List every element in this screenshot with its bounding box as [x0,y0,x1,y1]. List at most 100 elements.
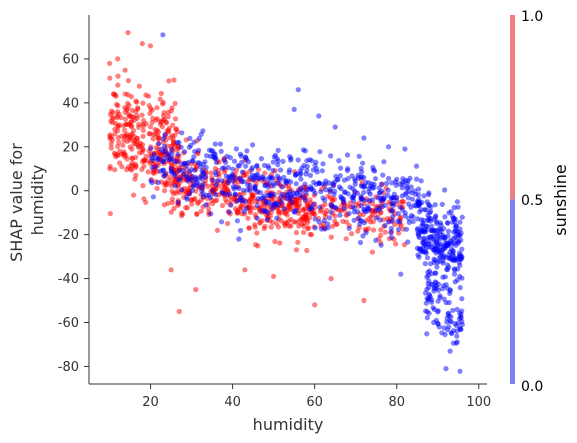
scatter-point [243,163,249,169]
scatter-point [350,186,356,192]
scatter-point [186,144,192,150]
scatter-point [310,211,316,217]
scatter-point [219,203,226,209]
scatter-point [254,163,260,169]
y-tick-label: -40 [58,272,79,287]
scatter-point [426,217,432,223]
scatter-point [368,183,374,190]
scatter-point [149,180,155,186]
scatter-point [162,132,168,138]
scatter-point [441,296,447,302]
scatter-point [143,199,149,205]
scatter-point [255,189,261,195]
scatter-point [453,323,460,329]
scatter-point [221,157,227,163]
scatter-point [186,191,193,197]
scatter-point [233,184,239,190]
scatter-point [180,167,186,173]
scatter-point [196,135,202,141]
scatter-point [338,186,344,192]
scatter-point [155,179,161,186]
scatter-point [121,149,127,155]
scatter-point [405,239,411,245]
x-ticks: 20 40 60 80 100 [142,384,491,410]
scatter-point [107,163,113,170]
scatter-point [213,192,219,198]
scatter-point [341,205,347,211]
scatter-point [425,269,431,275]
scatter-point [424,274,430,280]
scatter-point [328,153,334,159]
scatter-point [139,112,145,118]
scatter-point [271,154,277,160]
scatter-point [317,204,323,210]
scatter-point [370,227,377,233]
scatter-point [438,228,444,235]
scatter-point [191,139,197,145]
scatter-point [302,181,308,187]
scatter-point [291,106,297,112]
scatter-point [312,190,318,196]
scatter-point [415,192,422,198]
scatter-point [266,165,272,171]
scatter-point [327,189,333,195]
scatter-point [166,151,172,157]
scatter-point [447,348,453,354]
scatter-point [377,217,383,223]
scatter-point [250,142,256,148]
scatter-point [131,192,137,198]
scatter-point [290,190,296,196]
scatter-point [172,132,178,138]
scatter-point [448,314,454,320]
scatter-point [275,173,281,179]
scatter-point [370,201,376,207]
scatter-point [240,187,246,193]
scatter-point [443,366,449,372]
scatter-point [357,239,364,246]
scatter-point [286,169,292,175]
scatter-point [301,162,307,169]
scatter-point [196,147,202,153]
scatter-point [139,41,145,47]
scatter-point [213,182,219,188]
scatter-point [441,235,448,241]
scatter-point [397,219,403,225]
scatter-point [415,226,421,232]
scatter-point [426,284,432,290]
scatter-point [129,107,135,113]
scatter-point [182,149,188,155]
scatter-point [217,141,223,147]
scatter-point [451,240,457,246]
scatter-point [458,237,464,243]
scatter-point [292,172,299,178]
scatter-point [361,183,367,189]
scatter-point [258,156,264,162]
scatter-point [281,174,287,180]
scatter-point [437,295,443,301]
scatter-point [308,232,315,238]
scatter-point [402,177,409,183]
scatter-point [115,143,121,149]
scatter-point [391,195,397,201]
scatter-point [192,148,198,155]
y-tick-label: 20 [62,140,79,155]
scatter-point [149,119,155,125]
scatter-point [319,168,325,174]
scatter-point [434,245,440,251]
scatter-point [152,127,158,133]
scatter-point [129,160,135,166]
scatter-point [264,216,270,222]
scatter-point [417,246,423,252]
scatter-point [252,175,258,181]
scatter-point [394,176,400,182]
scatter-point [281,206,288,212]
scatter-point [455,204,461,210]
scatter-point [170,142,176,148]
scatter-point [312,302,318,308]
scatter-point [246,225,252,231]
scatter-point [171,171,177,177]
scatter-point [261,162,268,168]
scatter-point [303,171,309,177]
scatter-point [448,209,454,215]
scatter-point [212,154,218,161]
